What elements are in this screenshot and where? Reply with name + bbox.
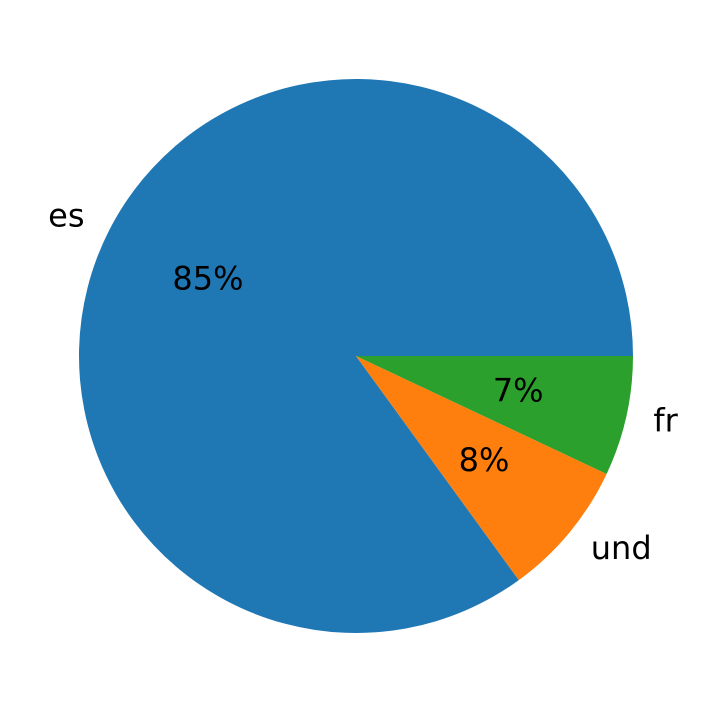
value-label: 7% [493, 371, 544, 409]
value-label: 8% [459, 441, 510, 479]
slice-label: fr [653, 401, 678, 439]
slice-label: es [48, 197, 84, 235]
pie-slice [79, 79, 633, 633]
value-label: 85% [172, 260, 243, 298]
slice-label: und [591, 529, 652, 567]
pie-slice [356, 356, 607, 581]
pie-slice [356, 356, 633, 474]
